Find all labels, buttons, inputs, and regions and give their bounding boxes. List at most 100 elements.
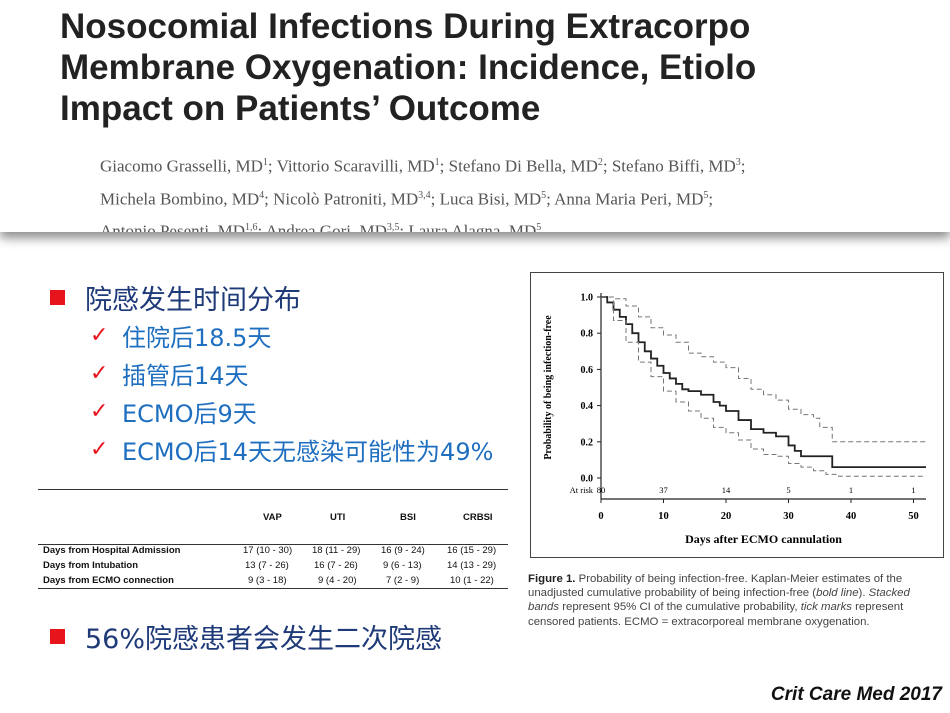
author-affiliation: 5	[541, 189, 547, 201]
author-name: Giacomo Grasselli, MD	[100, 156, 263, 176]
paper-header-clip: Nosocomial Infections During Extracorpo …	[0, 0, 950, 232]
table-row-label: Days from Hospital Admission	[43, 545, 181, 556]
author-name: Anna Maria Peri, MD	[554, 189, 704, 209]
km-chart: 0.0 0.2 0.4 0.6 0.8 1.0 0 10 20 30 40 50 At risk 80 37…	[543, 293, 926, 546]
table-cell: 18 (11 - 29)	[312, 545, 361, 556]
km-figure: 0.0 0.2 0.4 0.6 0.8 1.0 0 10 20 30 40 50 At risk 80 37…	[530, 272, 944, 558]
author-line: Michela Bombino, MD4; Nicolò Patroniti, …	[100, 181, 900, 214]
sub-item: ✓ ECMO后14天无感染可能性为49%	[90, 430, 493, 468]
author-separator: ;	[740, 156, 746, 176]
author-name: Stefano Biffi, MD	[611, 156, 736, 176]
author-affiliation: 3	[735, 157, 741, 168]
table-row-label: Days from Intubation	[43, 560, 139, 571]
author-line: Antonio Pesenti, MD1,6; Andrea Gori, MD3…	[100, 213, 900, 232]
red-square-bullet-icon	[50, 629, 65, 644]
author-affiliation: 3,5	[386, 222, 400, 232]
author-affiliation: 3,4	[418, 189, 431, 201]
x-tick-label: 40	[846, 511, 857, 522]
caption-text: ).	[858, 587, 869, 600]
author-name: Laura Alagna, MD	[408, 221, 537, 232]
author-separator: ;	[257, 221, 266, 232]
table-cell: 17 (10 - 30)	[243, 545, 293, 556]
table-cell: 16 (15 - 29)	[447, 545, 497, 556]
y-tick-label: 0.8	[581, 329, 594, 340]
km-estimate-line	[601, 296, 926, 469]
table-cell: 14 (13 - 29)	[447, 560, 497, 571]
table-cell: 13 (7 - 26)	[245, 560, 289, 571]
table-cell: 9 (4 - 20)	[318, 575, 357, 586]
table-row-label: Days from ECMO connection	[43, 575, 174, 586]
table-header-uti: UTI	[330, 512, 346, 523]
author-name: Nicolò Patroniti, MD	[273, 189, 419, 209]
main-bullet-text: 56%院感患者会发生二次院感	[85, 624, 443, 655]
sub-item-text: 插管后14天	[122, 361, 249, 390]
y-tick-label: 1.0	[581, 293, 594, 304]
table-cell: 7 (2 - 9)	[386, 575, 420, 586]
paper-title-line: Membrane Oxygenation: Incidence, Etiolo	[60, 48, 757, 87]
table-cell: 16 (7 - 26)	[314, 560, 358, 571]
author-affiliation: 1	[434, 157, 440, 168]
x-tick-label: 0	[598, 511, 603, 522]
table-rule-top	[38, 489, 508, 490]
paper-title-line: Nosocomial Infections During Extracorpo	[60, 7, 751, 46]
timing-subitems: ✓ 住院后18.5天 ✓ 插管后14天 ✓ ECMO后9天 ✓ ECMO后14天…	[90, 316, 493, 468]
author-name: Vittorio Scaravilli, MD	[276, 156, 435, 176]
author-separator: ;	[399, 221, 409, 232]
author-affiliation: 1,6	[244, 222, 258, 232]
km-ci-line	[601, 296, 926, 443]
author-name: Antonio Pesenti, MD	[100, 221, 245, 232]
caption-text: represent censored patients. ECMO = extr…	[528, 601, 904, 628]
at-risk-count: 1	[849, 485, 853, 495]
check-icon: ✓	[90, 436, 109, 462]
author-separator: ;	[546, 189, 555, 209]
red-square-bullet-icon	[50, 290, 65, 305]
km-ci-line	[601, 296, 926, 477]
paper-title: Nosocomial Infections During Extracorpo …	[60, 6, 766, 129]
x-tick-label: 50	[908, 511, 919, 522]
y-axis-label: Probability of being infection-free	[543, 315, 554, 460]
author-separator: ;	[267, 156, 277, 176]
table-cell: 9 (6 - 13)	[383, 560, 422, 571]
at-risk-count: 80	[597, 485, 606, 495]
caption-text: represent 95% CI of the cumulative proba…	[559, 601, 801, 614]
check-icon: ✓	[90, 360, 109, 386]
table-header-crbsi: CRBSI	[463, 512, 493, 523]
author-separator: ;	[602, 156, 612, 176]
x-tick-label: 10	[658, 511, 669, 522]
sub-item: ✓ 住院后18.5天	[90, 316, 493, 354]
x-axis-label: Days after ECMO cannulation	[685, 532, 842, 546]
caption-text: Stacked bands	[528, 587, 910, 614]
y-tick-label: 0.2	[581, 437, 594, 448]
author-name: Michela Bombino, MD	[100, 189, 260, 209]
table-header-bsi: BSI	[400, 512, 416, 523]
author-affiliation: 4	[259, 189, 265, 201]
x-tick-label: 30	[783, 511, 794, 522]
author-name: Andrea Gori, MD	[265, 221, 387, 232]
table-header-vap: VAP	[263, 512, 282, 523]
author-affiliation: 2	[597, 157, 603, 168]
author-affiliation: 5	[703, 189, 709, 201]
main-bullet-text: 院感发生时间分布	[85, 285, 301, 316]
sub-item-text: ECMO后14天无感染可能性为49%	[122, 437, 494, 466]
figure-caption: Figure 1. Probability of being infection…	[528, 572, 938, 629]
table-rule-bottom	[38, 588, 508, 589]
author-separator: ;	[439, 156, 449, 176]
at-risk-label: At risk	[570, 485, 594, 495]
sub-item-text: 住院后18.5天	[122, 323, 272, 352]
check-icon: ✓	[90, 322, 109, 348]
main-bullet-timing: 院感发生时间分布	[50, 278, 301, 317]
at-risk-count: 5	[786, 485, 790, 495]
at-risk-count: 1	[911, 485, 915, 495]
caption-text: bold line	[816, 587, 859, 600]
caption-label: Figure 1.	[528, 573, 576, 585]
at-risk-count: 37	[659, 485, 668, 495]
author-name: Luca Bisi, MD	[439, 189, 542, 209]
author-separator: ;	[264, 189, 274, 209]
author-name: Stefano Di Bella, MD	[448, 156, 598, 176]
author-line: Giacomo Grasselli, MD 1; Vittorio Scaravi…	[100, 148, 900, 181]
citation: Crit Care Med 2017	[770, 684, 942, 705]
table-cell: 9 (3 - 18)	[248, 575, 287, 586]
table-cell: 10 (1 - 22)	[450, 575, 494, 586]
sub-item: ✓ 插管后14天	[90, 354, 493, 392]
paper-authors: Giacomo Grasselli, MD 1; Vittorio Scaravi…	[100, 148, 900, 232]
